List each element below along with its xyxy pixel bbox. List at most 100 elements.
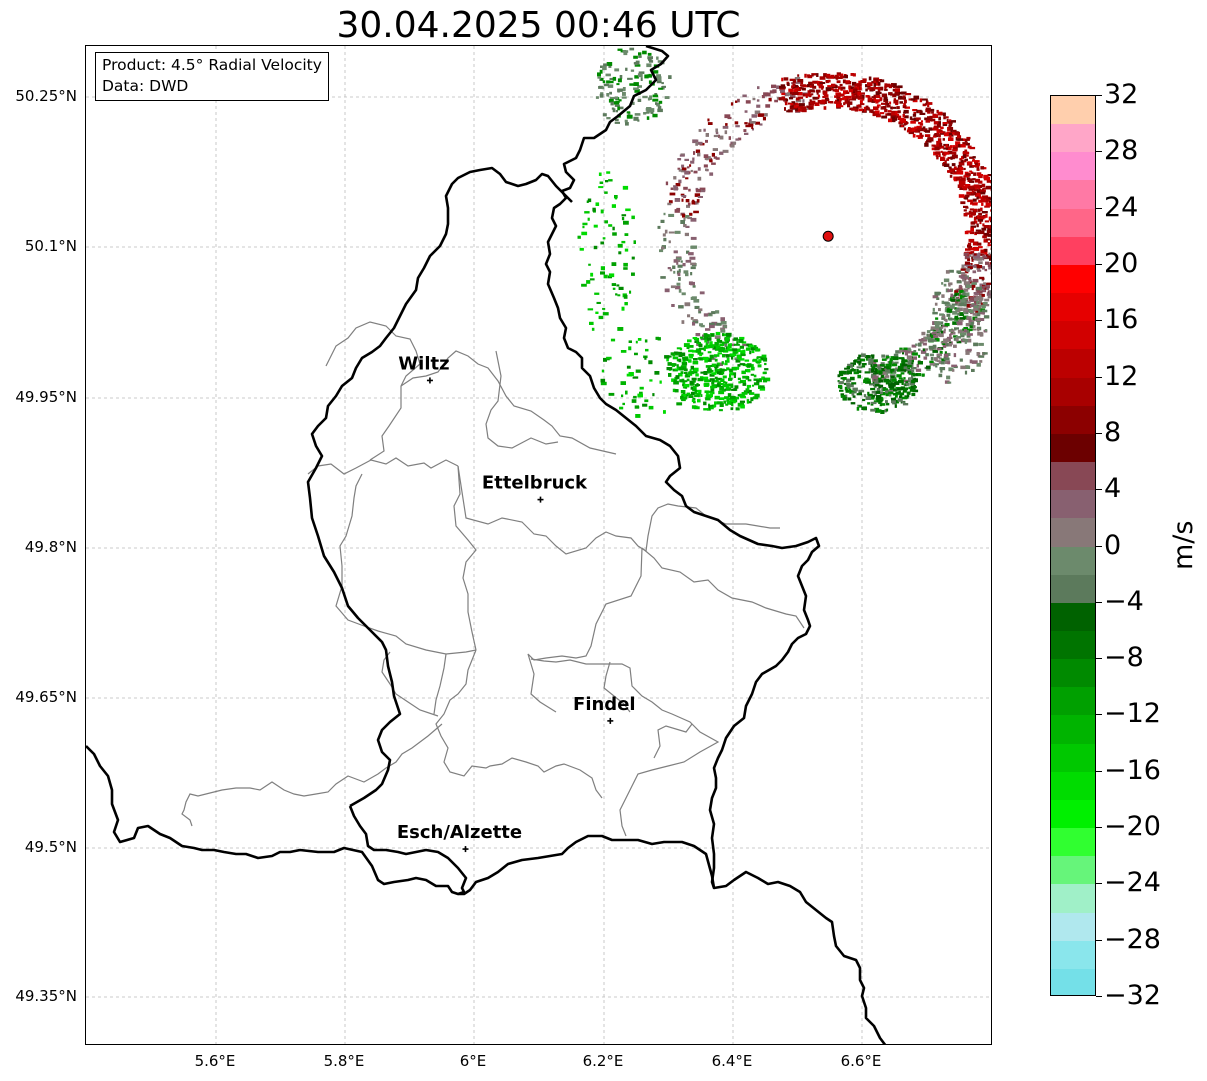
radar-echo-pixel bbox=[606, 62, 613, 66]
radar-echo-pixel bbox=[755, 121, 760, 125]
radar-echo-pixel bbox=[911, 127, 916, 132]
map-panel[interactable]: Wiltz Ettelbruck Findel Esch/Alzette Produc… bbox=[85, 45, 992, 1045]
radar-echo-pixel bbox=[692, 397, 696, 401]
radar-echo-pixel bbox=[688, 395, 694, 398]
radar-echo-pixel bbox=[728, 136, 731, 140]
radar-echo-pixel bbox=[675, 375, 680, 379]
radar-echo-pixel bbox=[948, 282, 953, 286]
radar-echo-pixel bbox=[839, 373, 844, 377]
radar-echo-pixel bbox=[612, 226, 615, 231]
city-marker[interactable]: Wiltz bbox=[398, 353, 450, 384]
radar-echo-pixel bbox=[660, 219, 665, 223]
radar-echo-pixel bbox=[634, 113, 641, 116]
radar-echo-pixel bbox=[875, 379, 881, 384]
radar-echo-pixel bbox=[944, 351, 947, 356]
radar-echo-pixel bbox=[854, 390, 857, 393]
radar-echo-pixel bbox=[953, 337, 958, 341]
radar-echo-pixel bbox=[885, 375, 890, 378]
radar-echo-pixel bbox=[935, 152, 941, 155]
radar-echo-pixel bbox=[657, 108, 663, 113]
radar-echo-pixel bbox=[839, 389, 844, 392]
radar-echo-pixel bbox=[969, 170, 972, 173]
radar-echo-pixel bbox=[598, 172, 602, 176]
radar-echo-pixel bbox=[906, 368, 912, 371]
city-marker[interactable]: Esch/Alzette bbox=[397, 822, 522, 853]
radar-echo-pixel bbox=[986, 282, 991, 285]
radar-echo-pixel bbox=[749, 350, 752, 355]
radar-echo-pixel bbox=[640, 77, 643, 81]
radar-echo-pixel bbox=[746, 343, 749, 347]
radar-echo-pixel bbox=[938, 357, 942, 360]
radar-echo-pixel bbox=[633, 82, 639, 86]
radar-echo-pixel bbox=[635, 414, 641, 418]
radar-echo-pixel bbox=[695, 373, 699, 377]
radar-echo-pixel bbox=[761, 376, 764, 380]
radar-echo-pixel bbox=[972, 278, 979, 283]
radar-echo-pixel bbox=[959, 295, 964, 300]
radar-echo-pixel bbox=[664, 229, 668, 234]
radar-echo-pixel bbox=[710, 334, 714, 337]
radar-echo-pixel bbox=[989, 262, 991, 266]
radar-echo-pixel bbox=[910, 367, 917, 370]
radar-echo-pixel bbox=[960, 268, 967, 271]
radar-echo-pixel bbox=[980, 196, 983, 199]
colorbar-segment bbox=[1051, 180, 1095, 210]
radar-echo-pixel bbox=[687, 314, 691, 318]
city-marker[interactable]: Ettelbruck bbox=[482, 473, 588, 503]
radar-echo-pixel bbox=[676, 282, 681, 286]
map-canvas[interactable]: Wiltz Ettelbruck Findel Esch/Alzette bbox=[86, 46, 992, 1045]
radar-echo-pixel bbox=[926, 333, 929, 337]
radar-echo-pixel bbox=[722, 375, 727, 379]
radar-echo-pixel bbox=[816, 96, 820, 100]
radar-echo-pixel bbox=[896, 374, 902, 378]
radar-echo-pixel bbox=[982, 235, 987, 239]
radar-echo-pixel bbox=[880, 384, 884, 388]
radar-echo-pixel bbox=[964, 174, 970, 177]
radar-echo-pixel bbox=[850, 402, 856, 405]
radar-echo-pixel bbox=[850, 362, 856, 365]
radar-echo-pixel bbox=[945, 144, 948, 148]
radar-echo-pixel bbox=[936, 132, 940, 136]
radar-echo-pixel bbox=[795, 97, 800, 101]
radar-echo-pixel bbox=[731, 343, 735, 346]
radar-echo-pixel bbox=[940, 361, 945, 365]
radar-echo-pixel bbox=[959, 317, 966, 320]
radar-echo-pixel bbox=[684, 232, 689, 237]
radar-echo-pixel bbox=[856, 83, 862, 87]
radar-echo-pixel bbox=[898, 121, 903, 125]
radar-echo-pixel bbox=[950, 298, 956, 302]
radar-echo-pixel bbox=[814, 102, 819, 106]
radar-echo-pixel bbox=[956, 299, 960, 302]
radar-echo-pixel bbox=[714, 335, 721, 339]
colorbar-tick-label: −4 bbox=[1104, 585, 1144, 617]
radar-echo-pixel bbox=[877, 79, 882, 82]
radar-echo-pixel bbox=[591, 327, 595, 331]
radar-echo-pixel bbox=[755, 349, 760, 352]
radar-echo-pixel bbox=[937, 138, 942, 142]
radar-echo-pixel bbox=[623, 220, 629, 225]
radar-echo-pixel bbox=[602, 307, 606, 310]
radar-echo-pixel bbox=[880, 376, 887, 381]
radar-echo-pixel bbox=[693, 299, 700, 303]
radar-echo-pixel bbox=[817, 94, 820, 98]
radar-echo-pixel bbox=[720, 317, 725, 322]
radar-echo-pixel bbox=[587, 308, 594, 311]
colorbar bbox=[1050, 95, 1096, 996]
radar-echo-pixel bbox=[894, 361, 899, 364]
radar-echo-pixel bbox=[978, 230, 985, 235]
radar-echo-pixel bbox=[677, 272, 681, 277]
radar-echo-pixel bbox=[924, 117, 929, 121]
colorbar-segment bbox=[1051, 884, 1095, 914]
radar-echo-pixel bbox=[938, 322, 942, 325]
radar-echo-pixel bbox=[784, 107, 786, 111]
radar-echo-pixel bbox=[886, 380, 893, 383]
radar-site-marker[interactable] bbox=[822, 230, 834, 242]
colorbar-segment bbox=[1051, 152, 1095, 182]
city-marker[interactable]: Findel bbox=[573, 694, 636, 724]
radar-echo-pixel bbox=[929, 353, 934, 357]
radar-echo-pixel bbox=[724, 344, 727, 347]
radar-echo-pixel bbox=[622, 87, 626, 91]
radar-echo-pixel bbox=[964, 197, 969, 200]
radar-echo-pixel bbox=[939, 350, 943, 354]
radar-echo-pixel bbox=[668, 373, 672, 377]
